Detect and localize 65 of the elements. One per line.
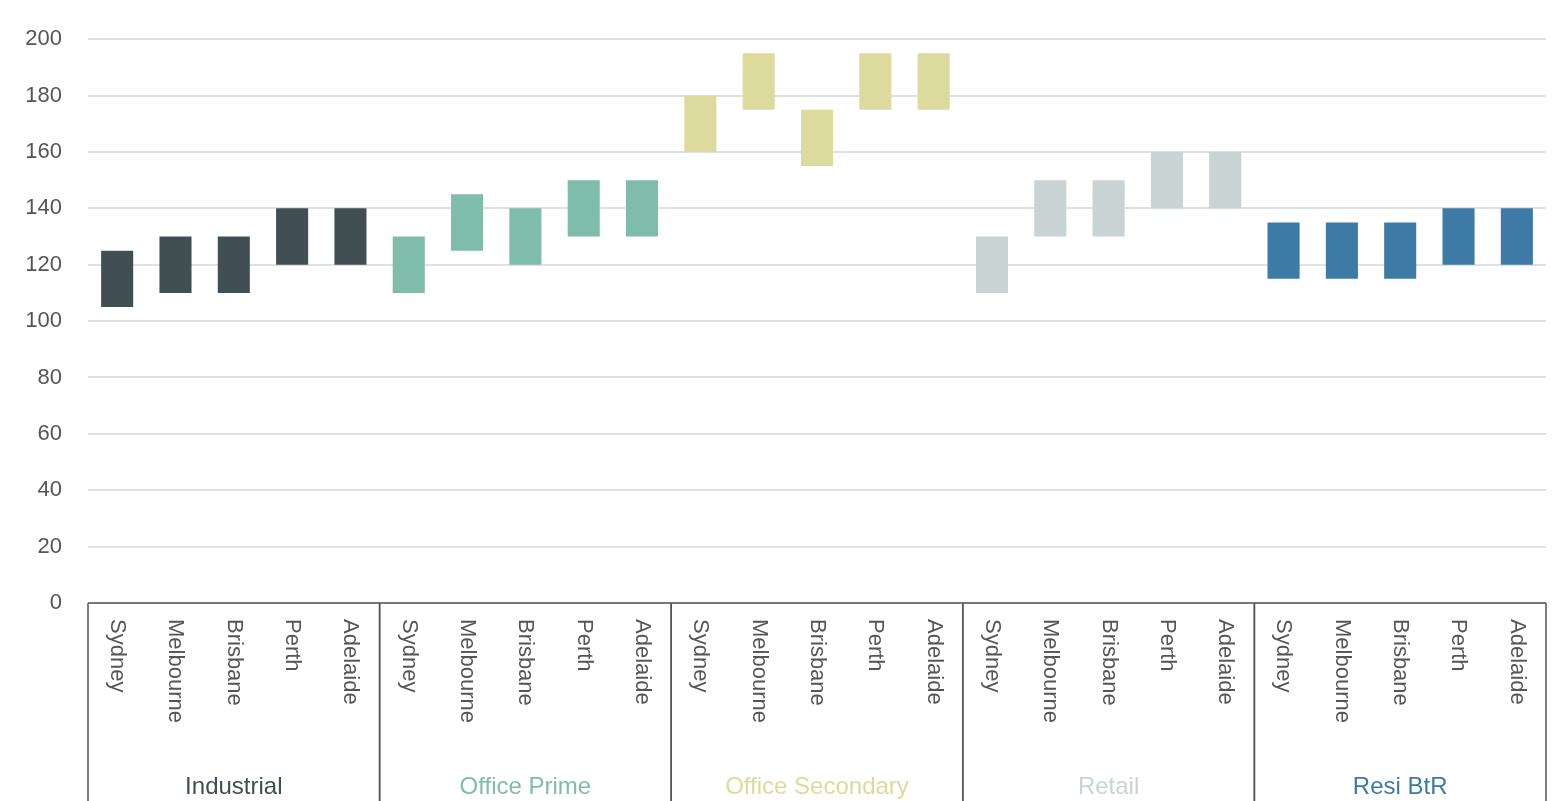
x-tick-label: Brisbane <box>805 619 831 706</box>
y-tick-label: 20 <box>37 532 62 558</box>
bar <box>1384 222 1417 279</box>
bar <box>859 53 892 110</box>
x-tick-label: Adelaide <box>1505 619 1531 705</box>
bar <box>975 236 1008 293</box>
bar <box>1209 151 1242 209</box>
bar <box>626 180 659 237</box>
y-tick-label: 80 <box>37 363 62 389</box>
bar <box>1150 151 1183 209</box>
bar <box>392 236 425 293</box>
bar <box>1267 222 1300 279</box>
x-tick-label: Perth <box>1447 619 1473 672</box>
x-tick-label: Adelaide <box>339 619 365 705</box>
x-tick-label: Perth <box>281 619 307 672</box>
y-tick-label: 100 <box>25 307 62 333</box>
x-tick-label: Brisbane <box>222 619 248 706</box>
x-tick-label: Brisbane <box>1389 619 1415 706</box>
x-tick-label: Melbourne <box>1330 619 1356 723</box>
y-tick-label: 160 <box>25 138 62 164</box>
bar <box>217 236 250 293</box>
text: Industrial <box>185 771 283 799</box>
x-tick-label: Melbourne <box>164 619 190 723</box>
y-tick-label: 200 <box>25 25 62 51</box>
y-tick-label: 60 <box>37 419 62 445</box>
bar <box>800 109 834 167</box>
bar <box>509 208 542 265</box>
bar <box>159 236 192 293</box>
x-tick-label: Perth <box>864 619 890 672</box>
x-tick-label: Sydney <box>106 619 132 693</box>
bar <box>1500 208 1533 265</box>
bar <box>1442 208 1475 265</box>
x-tick-label: Perth <box>572 619 598 672</box>
y-tick-label: 140 <box>25 194 62 220</box>
x-tick-label: Adelaide <box>1214 619 1240 705</box>
x-tick-label: Perth <box>1155 619 1181 672</box>
x-tick-label: Sydney <box>397 619 423 693</box>
x-tick-label: Adelaide <box>922 619 948 705</box>
text: Office Secondary <box>725 771 909 799</box>
text: Office Prime <box>459 771 592 799</box>
bar <box>917 53 950 110</box>
bar <box>451 194 484 251</box>
y-tick-label: 180 <box>25 81 62 107</box>
bar <box>1092 180 1125 237</box>
y-tick-label: 120 <box>25 250 62 276</box>
bar <box>684 95 717 152</box>
x-tick-label: Melbourne <box>747 619 773 723</box>
x-tick-label: Adelaide <box>630 619 656 705</box>
bar <box>742 53 775 110</box>
x-tick-label: Brisbane <box>1097 619 1123 706</box>
x-tick-label: Brisbane <box>514 619 540 706</box>
bar <box>1325 222 1358 279</box>
y-tick-label: 40 <box>37 476 62 502</box>
bar <box>101 250 134 308</box>
x-tick-label: Melbourne <box>1039 619 1065 723</box>
bar <box>567 180 600 237</box>
x-tick-label: Sydney <box>1272 619 1298 693</box>
x-tick-label: Sydney <box>689 619 715 693</box>
x-tick-label: Sydney <box>980 619 1006 693</box>
y-tick-label: 0 <box>49 589 62 615</box>
bar <box>276 208 309 265</box>
text: Resi BtR <box>1352 771 1448 799</box>
bar <box>1034 180 1067 237</box>
x-tick-label: Melbourne <box>456 619 482 723</box>
bar <box>334 208 367 265</box>
